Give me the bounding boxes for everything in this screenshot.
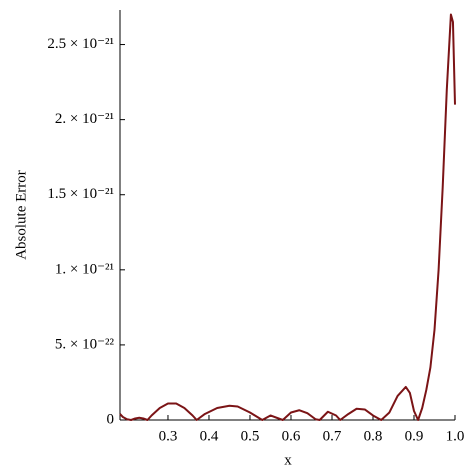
x-tick-label: 0.9 (405, 428, 424, 444)
data-line (119, 13, 456, 421)
x-tick-label: 1.0 (446, 428, 465, 444)
x-tick-label: 0.7 (323, 428, 342, 444)
y-tick-label: 2. × 10⁻²¹ (55, 111, 114, 127)
y-tick-label: 5. × 10⁻²² (55, 336, 115, 352)
x-axis-label: x (284, 452, 292, 468)
y-tick-label: 1.5 × 10⁻²¹ (47, 186, 114, 202)
x-tick-label: 0.6 (282, 428, 301, 444)
y-axis-label: Absolute Error (13, 170, 29, 260)
x-tick-label: 0.8 (364, 428, 383, 444)
x-tick-label: 0.4 (200, 428, 219, 444)
y-tick-label: 2.5 × 10⁻²¹ (47, 36, 114, 52)
y-tick-label: 0 (107, 411, 115, 427)
x-tick-label: 0.5 (241, 428, 260, 444)
x-tick-label: 0.3 (159, 428, 178, 444)
y-tick-label: 1. × 10⁻²¹ (55, 261, 114, 277)
